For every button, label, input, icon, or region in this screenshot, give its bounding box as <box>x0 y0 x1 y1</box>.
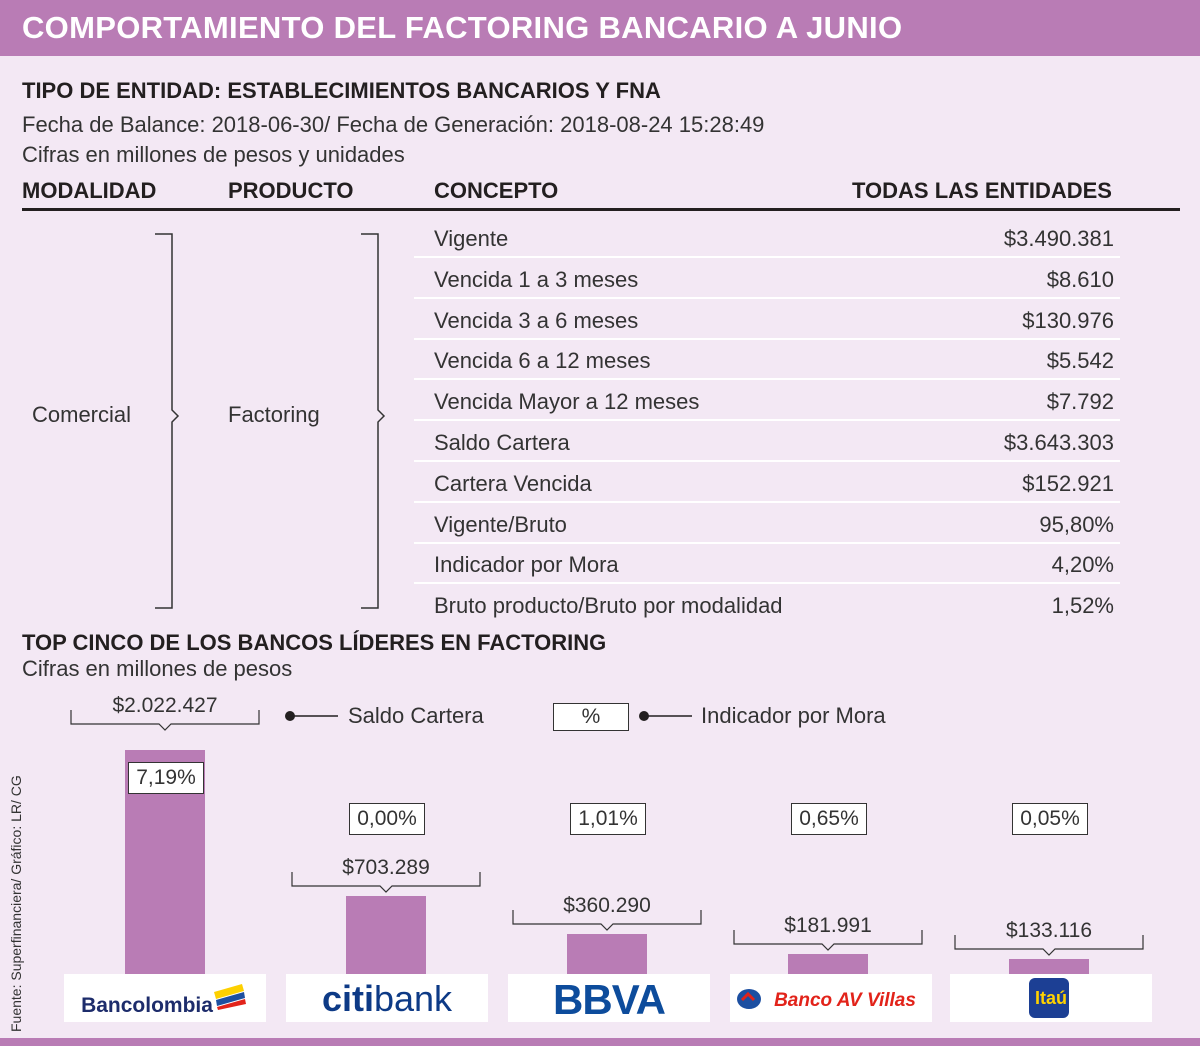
avvillas-icon <box>737 989 761 1009</box>
concept-label: Vencida 3 a 6 meses <box>434 307 639 333</box>
concept-label: Vencida Mayor a 12 meses <box>434 389 700 415</box>
concept-value: $7.792 <box>1046 389 1114 415</box>
col-modalidad: MODALIDAD <box>22 178 157 203</box>
modalidad-value: Comercial <box>32 402 132 427</box>
modalidad-bracket <box>155 233 180 609</box>
concept-label: Indicador por Mora <box>434 552 619 578</box>
col-todas: TODAS LAS ENTIDADES <box>852 178 1112 203</box>
table-row: Vencida 3 a 6 meses $130.976 <box>414 300 1120 340</box>
row-separator <box>414 337 1120 340</box>
row-separator <box>414 460 1120 462</box>
row-separator <box>414 500 1120 503</box>
value-label-2: $360.290 <box>563 894 651 917</box>
table-heading: TIPO DE ENTIDAD: ESTABLECIMIENTOS BANCAR… <box>22 78 661 103</box>
concept-label: Vencida 1 a 3 meses <box>434 266 639 292</box>
source-note: Fuente: Superfinanciera/ Gráfico: LR/ CG <box>8 775 24 1032</box>
col-producto: PRODUCTO <box>228 178 354 203</box>
mora-pct-3: 0,65% <box>791 803 867 835</box>
citibank-logo: citibank <box>286 974 488 1022</box>
concept-value: 1,52% <box>1051 593 1114 619</box>
concept-value: $5.542 <box>1046 348 1114 374</box>
concept-value: $3.490.381 <box>1003 226 1114 251</box>
bancolombia-flag-icon <box>214 984 246 1010</box>
concept-value: 95,80% <box>1039 511 1114 537</box>
row-separator <box>414 378 1120 381</box>
legend-pct-box: % <box>553 703 629 731</box>
concept-value: $130.976 <box>1022 307 1114 333</box>
concept-label: Cartera Vencida <box>434 470 592 496</box>
table-row: Vigente $3.490.381 <box>414 218 1120 258</box>
page-title: COMPORTAMIENTO DEL FACTORING BANCARIO A … <box>22 10 903 45</box>
table-row: Vencida 6 a 12 meses $5.542 <box>414 340 1120 381</box>
concept-value: $8.610 <box>1046 266 1114 292</box>
producto-value: Factoring <box>228 402 320 427</box>
table-row: Vigente/Bruto 95,80% <box>414 504 1120 544</box>
value-bracket-1 <box>291 872 481 893</box>
chart-heading: TOP CINCO DE LOS BANCOS LÍDERES EN FACTO… <box>22 630 607 655</box>
table-row: Vencida Mayor a 12 meses $7.792 <box>414 381 1120 422</box>
value-bracket-2 <box>512 910 702 931</box>
table-row: Cartera Vencida $152.921 <box>414 463 1120 503</box>
value-label-0: $2.022.427 <box>112 694 218 717</box>
bar-2 <box>567 934 647 974</box>
concept-label: Vigente <box>434 226 509 251</box>
concept-label: Vigente/Bruto <box>434 511 567 537</box>
value-label-4: $133.116 <box>1005 919 1093 942</box>
mora-pct-1: 0,00% <box>349 803 425 835</box>
mora-pct-0: 7,19% <box>128 762 204 794</box>
concept-value: $152.921 <box>1022 470 1114 496</box>
value-bracket-3 <box>733 930 923 951</box>
value-label-3: $181.991 <box>784 914 872 937</box>
header-rule <box>22 208 1180 211</box>
value-label-1: $703.289 <box>342 856 430 879</box>
table-row: Vencida 1 a 3 meses $8.610 <box>414 259 1120 299</box>
title-bar: COMPORTAMIENTO DEL FACTORING BANCARIO A … <box>0 0 1200 56</box>
row-separator <box>414 256 1120 258</box>
row-separator <box>414 541 1120 544</box>
concept-label: Bruto producto/Bruto por modalidad <box>434 593 783 619</box>
concept-label: Saldo Cartera <box>434 430 570 455</box>
value-bracket-0 <box>70 710 260 731</box>
concept-value: 4,20% <box>1051 552 1114 578</box>
concept-value: $3.643.303 <box>1003 430 1114 455</box>
legend-mora-marker <box>639 711 692 721</box>
units-line: Cifras en millones de pesos y unidades <box>22 142 405 167</box>
itau-badge <box>1029 978 1069 1018</box>
row-separator <box>414 419 1120 422</box>
bar-3 <box>788 954 868 974</box>
table-row: Bruto producto/Bruto por modalidad 1,52% <box>414 585 1120 625</box>
bank-text: bank <box>373 978 453 1019</box>
bancolombia-logo-text: Bancolombia <box>81 994 213 1017</box>
bar-4 <box>1009 959 1089 974</box>
bbva-logo-text: BBVA <box>553 976 666 1023</box>
bottom-strip <box>0 1038 1200 1046</box>
mora-pct-4: 0,05% <box>1012 803 1088 835</box>
bancolombia-logo: Bancolombia <box>64 974 266 1022</box>
bbva-logo: BBVA <box>508 974 710 1023</box>
avvillas-logo: Banco AV Villas <box>730 974 932 1022</box>
table-row: Indicador por Mora 4,20% <box>414 544 1120 585</box>
legend-saldo-label: Saldo Cartera <box>348 703 484 728</box>
dates-line: Fecha de Balance: 2018-06-30/ Fecha de G… <box>22 112 765 137</box>
col-concepto: CONCEPTO <box>434 178 559 203</box>
row-separator <box>414 296 1120 299</box>
table-row: Saldo Cartera $3.643.303 <box>414 422 1120 462</box>
citi-text: citi <box>321 978 374 1019</box>
producto-bracket <box>361 233 386 609</box>
chart-units: Cifras en millones de pesos <box>22 656 293 681</box>
mora-pct-2: 1,01% <box>570 803 646 835</box>
legend-mora-label: Indicador por Mora <box>701 703 886 728</box>
concept-label: Vencida 6 a 12 meses <box>434 348 651 374</box>
legend-saldo-marker <box>285 711 338 721</box>
avvillas-logo-text: Banco AV Villas <box>774 990 916 1011</box>
itau-logo-text: Itaú <box>1034 988 1067 1008</box>
row-separator <box>414 582 1120 585</box>
value-bracket-4 <box>954 935 1144 956</box>
bar-1 <box>346 896 426 974</box>
itau-logo: Itaú <box>950 974 1152 1022</box>
